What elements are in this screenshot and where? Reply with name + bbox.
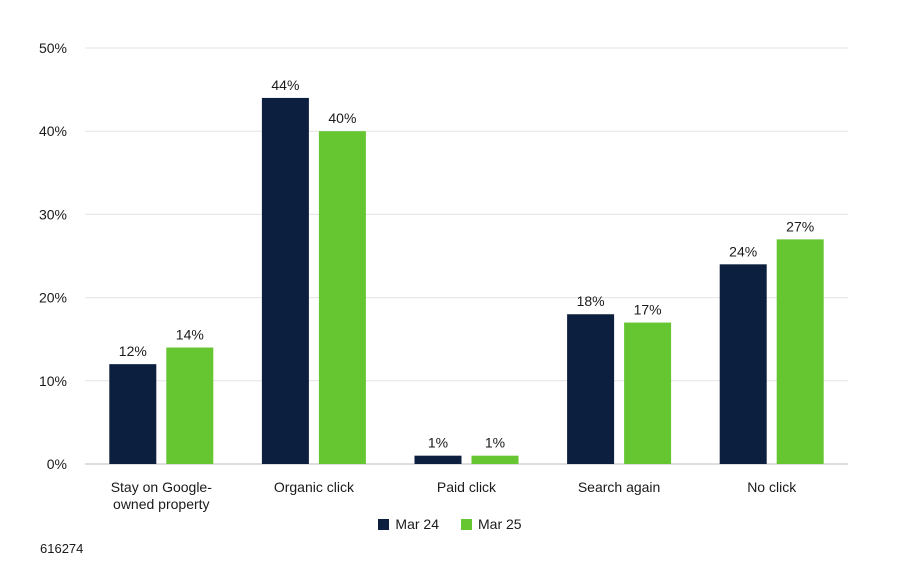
data-label: 17% — [634, 302, 662, 318]
data-label: 1% — [485, 435, 505, 451]
x-category-label: No click — [747, 479, 797, 495]
bar-mar-24 — [719, 264, 767, 464]
y-tick-label: 40% — [39, 123, 67, 139]
data-label: 18% — [577, 293, 605, 309]
bar-mar-25 — [166, 347, 214, 464]
y-tick-label: 20% — [39, 290, 67, 306]
bar-mar-25 — [624, 322, 672, 464]
legend-item-mar-25: Mar 25 — [461, 516, 522, 532]
x-category-label: Organic click — [274, 479, 355, 495]
data-label: 40% — [328, 110, 356, 126]
y-tick-label: 50% — [39, 40, 67, 56]
bar-mar-24 — [109, 364, 157, 464]
bar-mar-25 — [471, 455, 519, 464]
bar-mar-25 — [318, 131, 366, 464]
y-axis-tick-labels: 0% 10% 20% 30% 40% 50% — [39, 40, 67, 472]
data-label: 14% — [176, 327, 204, 343]
legend: Mar 24 Mar 25 — [0, 516, 900, 532]
data-label: 44% — [271, 77, 299, 93]
data-label: 12% — [119, 343, 147, 359]
x-category-label: Paid click — [437, 479, 497, 495]
x-category-label: Search again — [578, 479, 661, 495]
data-label: 27% — [786, 218, 814, 234]
data-label: 1% — [428, 435, 448, 451]
legend-swatch-mar-25 — [461, 518, 472, 530]
data-labels: 12% 14% 44% 40% 1% 1% 18% 17% 24% 27% — [119, 77, 814, 451]
chart-id: 616274 — [40, 541, 84, 556]
y-tick-label: 30% — [39, 206, 67, 222]
bar-mar-24 — [414, 455, 462, 464]
bars — [109, 97, 824, 465]
legend-swatch-mar-24 — [378, 518, 390, 530]
bar-mar-25 — [776, 239, 824, 464]
legend-label-mar-24: Mar 24 — [395, 516, 439, 532]
legend-item-mar-24: Mar 24 — [378, 516, 439, 532]
y-tick-label: 10% — [39, 373, 67, 389]
x-axis-category-labels: Stay on Google-owned property Organic cli… — [111, 479, 797, 512]
bar-mar-24 — [261, 97, 309, 465]
x-category-label: Stay on Google-owned property — [111, 479, 213, 512]
bar-mar-24 — [567, 314, 615, 464]
legend-label-mar-25: Mar 25 — [478, 516, 522, 532]
data-label: 24% — [729, 243, 757, 259]
y-tick-label: 0% — [47, 456, 67, 472]
